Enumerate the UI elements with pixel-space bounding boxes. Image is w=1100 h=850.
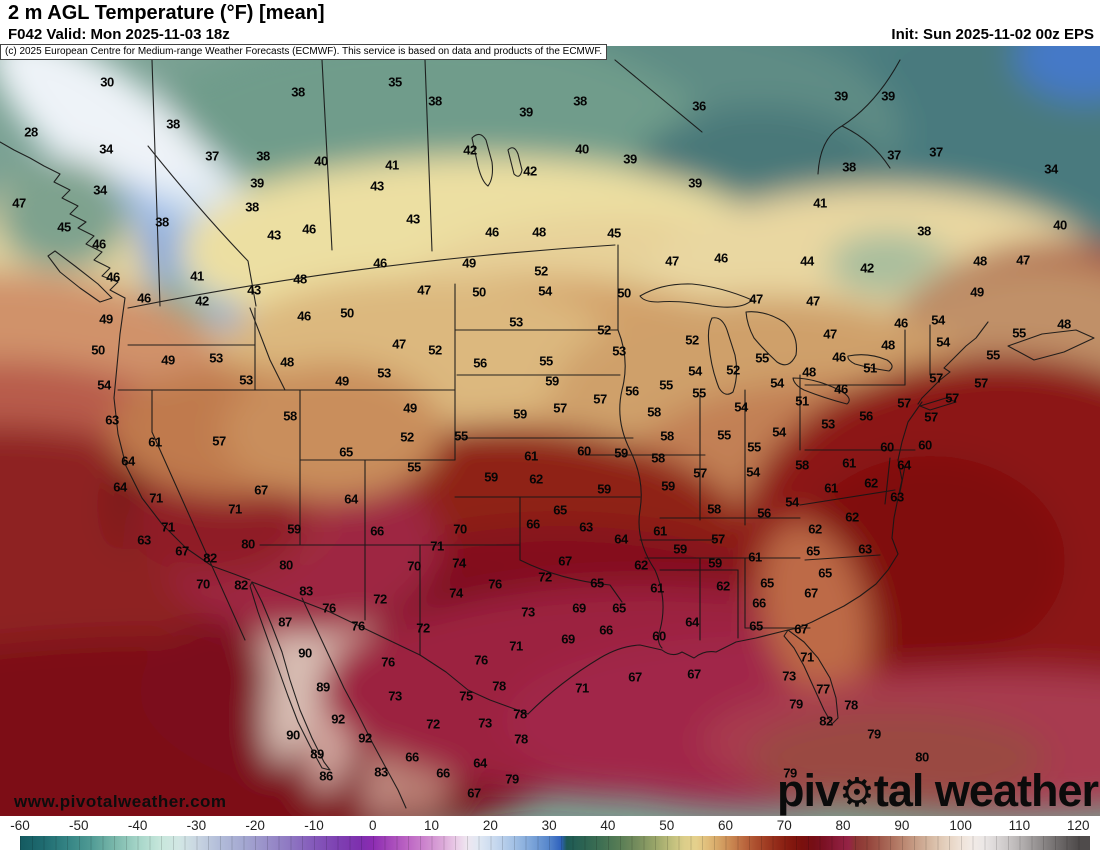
colorbar-tick: -60 [10, 818, 30, 833]
colorbar-tick: -30 [186, 818, 207, 833]
gear-icon: ⚙ [839, 771, 875, 815]
border-paths [0, 59, 1095, 809]
watermark-url: www.pivotalweather.com [14, 792, 227, 811]
colorbar-tick: 50 [659, 818, 675, 833]
colorbar-tick: 30 [541, 818, 557, 833]
colorbar-tick: 20 [482, 818, 498, 833]
temperature-field [0, 46, 1100, 816]
colorbar-tick: 70 [776, 818, 792, 833]
copyright-notice: (c) 2025 European Centre for Medium-rang… [0, 44, 608, 60]
colorbar-tick: 90 [894, 818, 910, 833]
colorbar-tick: 60 [717, 818, 733, 833]
page-title: 2 m AGL Temperature (°F) [mean] [8, 2, 325, 24]
colorbar-tick: 120 [1066, 818, 1090, 833]
colorbar-tick: -40 [127, 818, 148, 833]
colorbar-tick: 100 [949, 818, 972, 833]
colorbar-tick: 110 [1008, 818, 1031, 833]
valid-time-label: F042 Valid: Mon 2025-11-03 18z [8, 26, 230, 43]
colorbar-tick: -20 [245, 818, 265, 833]
colorbar-tick: -50 [69, 818, 89, 833]
brand-text-right: tal weather [873, 765, 1099, 816]
init-time-label: Init: Sun 2025-11-02 00z EPS [891, 26, 1094, 43]
map-canvas [0, 46, 1100, 816]
colorbar-tick: 0 [368, 818, 377, 833]
colorbar-gradient [20, 836, 1090, 850]
colorbar-tick: -10 [304, 818, 324, 833]
colorbar: -60 -50 -40 -30 -20 -10 0 10 20 30 40 50 60 70 80 90 100… [0, 816, 1100, 850]
colorbar-tick: 40 [600, 818, 616, 833]
brand-text-left: piv [777, 765, 840, 816]
colorbar-tick: 10 [424, 818, 440, 833]
watermark-brand: piv⚙tal weather [777, 765, 1099, 817]
temperature-map [0, 46, 1100, 817]
colorbar-tick: 80 [835, 818, 851, 833]
